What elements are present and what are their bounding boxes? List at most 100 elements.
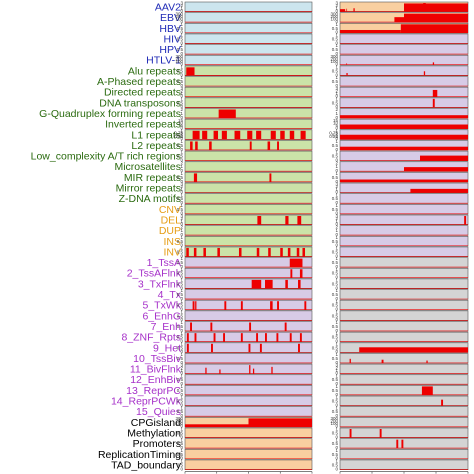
left-y-tick-label: 100 <box>175 16 183 21</box>
right-y-tick-label: 0 <box>335 189 338 194</box>
left-bar <box>251 279 262 289</box>
left-y-tick-label: 1 <box>180 235 183 240</box>
right-y-tick-label: 0 <box>335 285 338 290</box>
left-y-tick-label: 0.5 <box>177 462 184 467</box>
left-bar <box>280 247 283 257</box>
left-bar <box>186 343 189 353</box>
right-y-tick-label: 0 <box>335 147 338 152</box>
row-label: AAV2 <box>155 1 181 13</box>
right-track-bg <box>339 321 469 332</box>
right-y-tick-label: 0 <box>335 445 338 450</box>
left-y-tick-label: 0.5 <box>177 388 184 393</box>
right-y-tick-label: 0.5 <box>332 462 339 467</box>
right-y-tick-label: 0 <box>335 402 338 407</box>
left-bar <box>299 269 303 278</box>
right-y-tick-label: 100 <box>330 59 338 64</box>
left-y-tick-label: 1 <box>180 405 183 410</box>
left-bar <box>252 368 255 374</box>
left-y-tick-label: 0.5 <box>177 100 184 105</box>
left-y-tick-label: 1 <box>180 219 183 224</box>
left-y-tick-label: 1 <box>180 192 183 197</box>
left-bar <box>193 247 197 257</box>
right-bar <box>340 146 468 151</box>
left-y-tick-label: 1 <box>180 352 183 357</box>
row-label: Low_complexity A/T rich regions <box>31 151 181 163</box>
right-y-tick-label: 3 <box>335 214 338 219</box>
right-y-tick-label: 0.5 <box>332 271 339 276</box>
right-bar <box>426 360 428 364</box>
left-track-bg <box>184 236 313 247</box>
left-bar <box>300 130 306 140</box>
right-y-tick-label: 1 <box>335 373 338 378</box>
right-y-tick-label: 0 <box>335 179 338 184</box>
row-label: 10_TssBiv <box>133 353 182 365</box>
right-track-bg <box>339 353 469 364</box>
left-y-tick-label: 1 <box>180 331 183 336</box>
right-track-bg <box>339 193 469 204</box>
right-y-tick-label: 0.5 <box>332 36 339 41</box>
right-bar <box>420 155 468 161</box>
row-label: 8_ZNF_Rpts <box>121 332 181 344</box>
row-label: CPGisland <box>131 417 181 429</box>
left-track-bg <box>184 97 313 108</box>
left-track-bg <box>184 310 313 321</box>
left-track-bg <box>184 246 313 257</box>
right-bar <box>346 63 348 65</box>
left-track-bg <box>184 76 313 87</box>
right-y-tick-label: 0 <box>335 115 338 120</box>
right-y-tick-label: 15 <box>333 118 339 123</box>
right-panel: 3210300200100010.5010.5010.5030020010001… <box>329 1 469 471</box>
left-y-tick-label: 0 <box>180 104 183 109</box>
left-y-tick-label: 0 <box>180 83 183 88</box>
right-y-tick-label: 1 <box>335 299 338 304</box>
row-label: 3_TxFlnk <box>138 278 182 290</box>
left-y-tick-label: 0 <box>180 456 183 461</box>
right-y-tick-label: 1 <box>335 320 338 325</box>
left-y-tick-label: 0 <box>180 243 183 248</box>
right-y-tick-label: 3 <box>335 1 338 6</box>
right-y-tick-label: 0.5 <box>332 324 339 329</box>
left-y-tick-label: 200 <box>175 419 183 424</box>
left-y-tick-label: 0.5 <box>177 409 184 414</box>
left-bar <box>195 141 198 151</box>
left-track-bg <box>184 22 313 34</box>
right-y-tick-label: 1 <box>335 331 338 336</box>
right-track-bg <box>339 278 469 289</box>
right-y-tick-label: 200 <box>330 56 338 61</box>
left-track-bg <box>184 86 313 98</box>
left-bar <box>213 333 216 342</box>
left-y-tick-label: 0 <box>180 157 183 162</box>
row-label: MIR repeats <box>124 172 181 184</box>
right-bar <box>432 62 435 65</box>
left-y-tick-label: 0.5 <box>177 249 184 254</box>
row-label: INV <box>163 246 181 258</box>
right-y-tick-label: 2 <box>335 365 338 370</box>
right-y-tick-label: 1 <box>335 427 338 432</box>
row-label: L1 repeats <box>131 129 181 141</box>
left-y-tick-label: 1 <box>180 341 183 346</box>
left-y-tick-label: 1 <box>180 309 183 314</box>
right-y-tick-label: 0.5 <box>332 303 339 308</box>
right-bar <box>432 98 435 108</box>
left-y-tick-label: 0 <box>180 392 183 397</box>
right-y-tick-label: 0.5 <box>332 100 339 105</box>
left-y-tick-label: 1 <box>180 448 183 453</box>
left-y-tick-label: 1 <box>180 164 183 169</box>
left-y-tick-label: 1 <box>180 65 183 70</box>
left-y-tick-label: 2 <box>180 224 183 229</box>
left-y-tick-label: 1 <box>180 187 183 192</box>
left-y-tick-label: 0.5 <box>177 281 184 286</box>
left-bar <box>302 247 306 257</box>
right-bar <box>394 17 404 23</box>
right-bar <box>340 29 401 34</box>
left-y-tick-label: 0 <box>180 413 183 418</box>
right-y-tick-label: 0.5 <box>332 409 339 414</box>
left-track-bg <box>184 289 313 300</box>
left-track-bg <box>184 193 313 204</box>
left-y-tick-label: 0 <box>180 402 183 407</box>
right-bar <box>340 179 468 183</box>
right-y-tick-label: 0.5 <box>332 196 339 201</box>
right-y-tick-label: 0 <box>335 434 338 439</box>
left-y-tick-label: 1 <box>180 128 183 133</box>
